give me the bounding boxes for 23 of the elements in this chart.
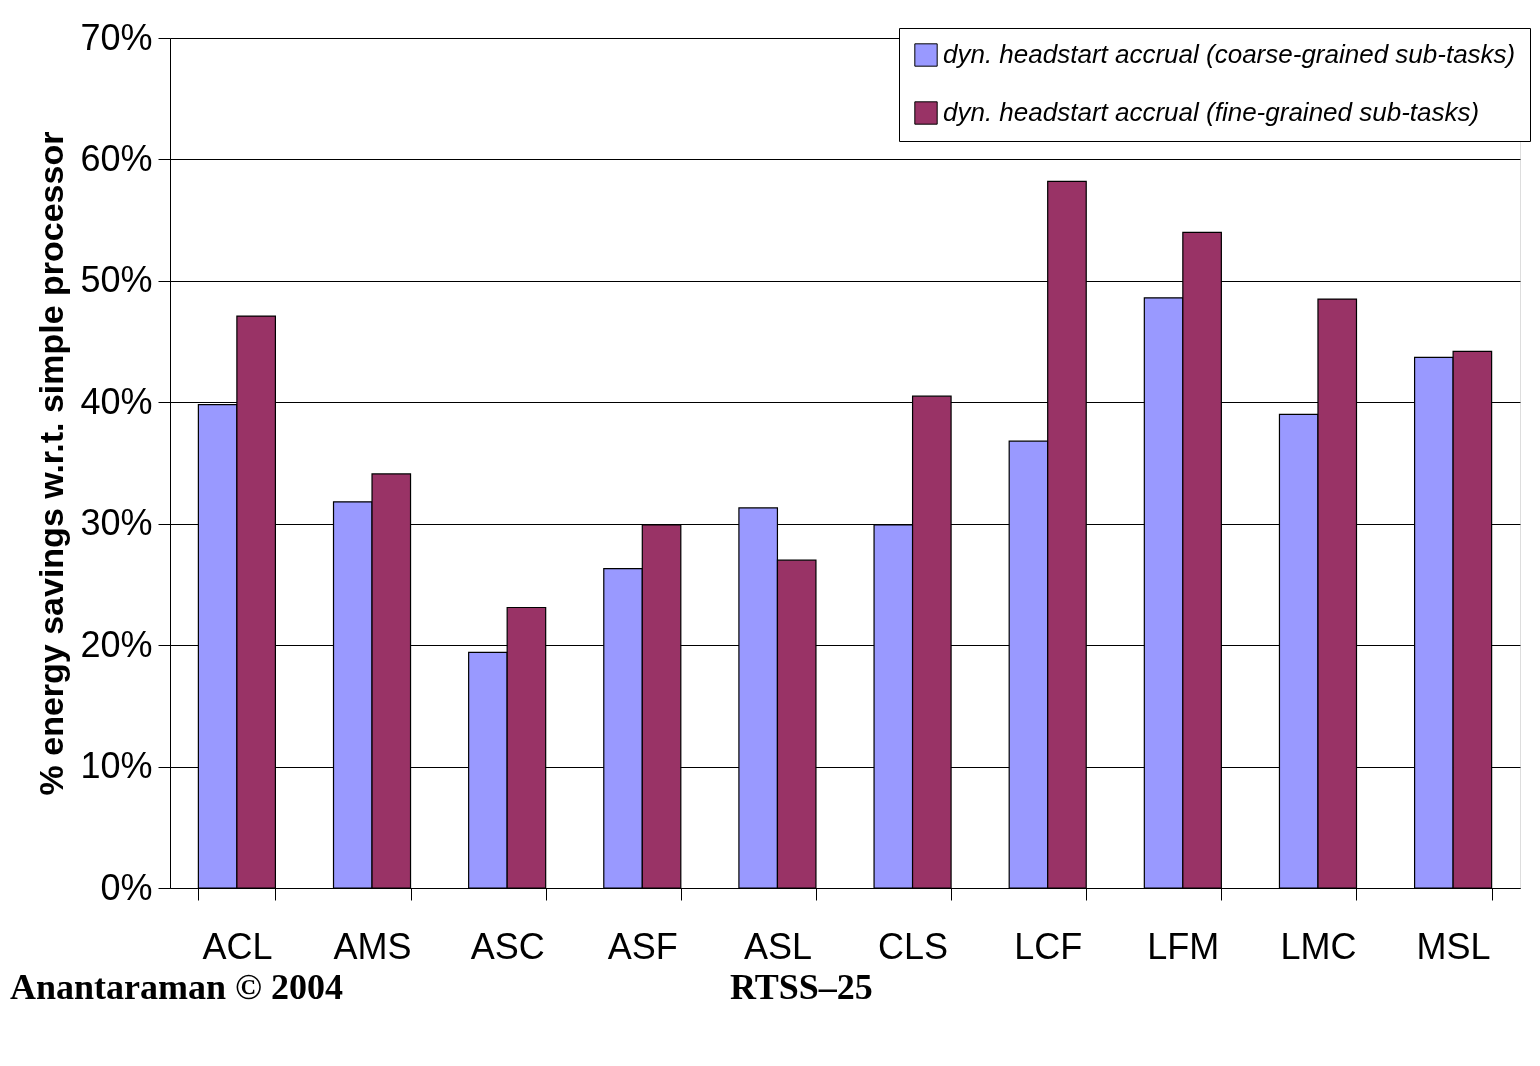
text: Anantaraman © 2004 [10, 967, 343, 1007]
x-tick-label: ACL [202, 925, 273, 967]
y-tick-label: 70% [80, 16, 153, 58]
x-tick-label: LCF [1014, 925, 1083, 967]
y-tick-label: 20% [80, 623, 153, 665]
y-tick-label: 60% [80, 137, 153, 179]
text: RTSS–25 [730, 967, 873, 1007]
y-axis-title: % energy savings w.r.t. simple processor [32, 131, 71, 796]
y-tick-label: 30% [80, 502, 153, 544]
y-tick-label: 50% [80, 259, 153, 301]
x-tick-label: LMC [1280, 925, 1357, 967]
x-tick-label: AMS [333, 925, 412, 967]
x-tick-label: ASC [470, 925, 545, 967]
x-tick-label: MSL [1416, 925, 1491, 967]
x-tick-label: ASL [743, 925, 812, 967]
legend-label: dyn. headstart accrual (fine-grained sub-tasks) [943, 97, 1480, 127]
y-tick-label: 0% [100, 866, 153, 908]
x-tick-label: LFM [1147, 925, 1220, 967]
y-tick-label: 40% [80, 380, 153, 422]
x-tick-label: CLS [878, 925, 949, 967]
y-tick-label: 10% [80, 745, 153, 787]
legend-label: dyn. headstart accrual (coarse-grained sub-tasks) [943, 39, 1516, 69]
x-tick-label: ASF [607, 925, 678, 967]
